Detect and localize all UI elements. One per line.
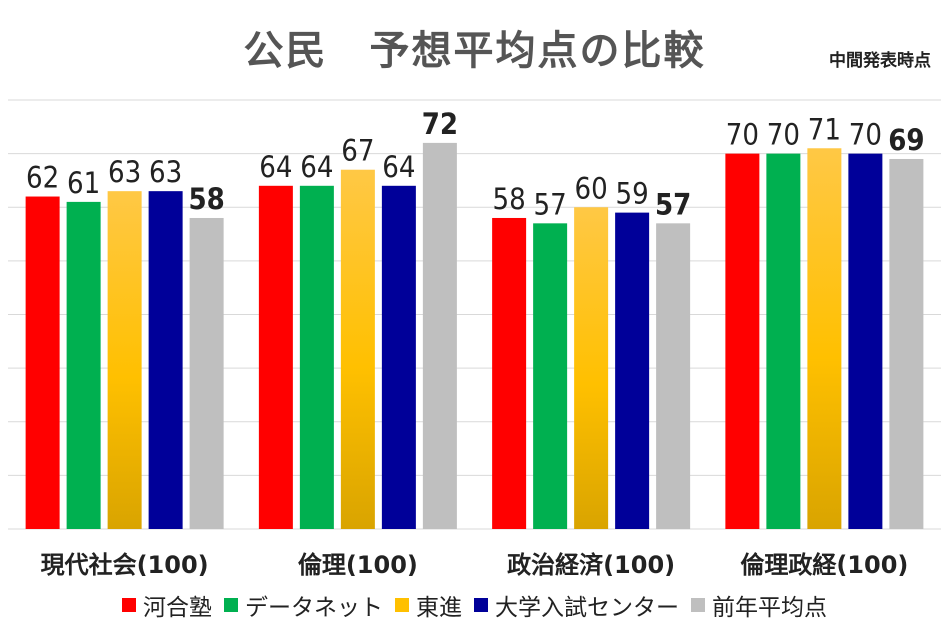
bars (25, 142, 924, 530)
legend-swatch (691, 598, 705, 612)
legend-item: 大学入試センター (474, 588, 679, 622)
legend-item: 東進 (395, 588, 462, 622)
bar (889, 158, 924, 530)
bar (848, 153, 883, 529)
bar (25, 196, 60, 529)
legend-swatch (224, 598, 238, 612)
legend-swatch (474, 598, 488, 612)
bar (381, 185, 416, 530)
gridlines (8, 99, 941, 530)
legend-label: データネット (245, 595, 383, 621)
bar (574, 207, 609, 529)
bar (725, 153, 760, 529)
category-label: 現代社会(100) (41, 551, 209, 579)
data-label: 59 (616, 177, 649, 211)
category-label: 倫理政経(100) (740, 551, 908, 579)
legend-item: データネット (224, 588, 383, 622)
legend: 河合塾 データネット 東進 大学入試センター 前年平均点 (0, 588, 949, 622)
data-label: 67 (341, 134, 374, 168)
chart-subtitle: 中間発表時点 (829, 51, 931, 71)
legend-item: 前年平均点 (691, 588, 827, 622)
bar (533, 223, 568, 529)
category-labels: 現代社会(100) 倫理(100) 政治経済(100) 倫理政経(100) (41, 551, 909, 579)
bar (656, 223, 691, 529)
data-label: 70 (767, 118, 800, 152)
legend-swatch (395, 598, 409, 612)
data-label: 63 (149, 155, 182, 189)
chart-title: 公民 予想平均点の比較 (243, 28, 706, 74)
bar (189, 217, 224, 529)
data-label: 58 (188, 182, 224, 216)
category-label: 倫理(100) (298, 551, 418, 579)
data-label: 57 (534, 187, 567, 221)
bar (492, 217, 527, 529)
data-label: 70 (849, 118, 882, 152)
data-label: 58 (493, 182, 526, 216)
data-label: 64 (300, 150, 333, 184)
legend-item: 河合塾 (122, 588, 212, 622)
data-label: 69 (888, 123, 924, 157)
data-label: 70 (726, 118, 759, 152)
bar (66, 201, 101, 529)
data-label: 61 (67, 166, 100, 200)
bar (299, 185, 334, 530)
legend-label: 大学入試センター (495, 595, 679, 621)
legend-label: 河合塾 (143, 595, 212, 621)
data-label: 62 (26, 161, 59, 195)
data-label: 60 (575, 171, 608, 205)
legend-swatch (122, 598, 136, 612)
legend-label: 前年平均点 (712, 595, 827, 621)
bar (148, 191, 183, 529)
bar (340, 169, 375, 529)
category-label: 政治経済(100) (507, 551, 675, 579)
bar (422, 142, 457, 529)
bar (258, 185, 293, 530)
data-label: 57 (655, 187, 691, 221)
bar (766, 153, 801, 529)
data-label: 63 (108, 155, 141, 189)
data-label: 64 (259, 150, 292, 184)
data-label: 71 (808, 112, 841, 146)
bar (107, 191, 142, 529)
bar (615, 212, 650, 530)
data-label: 72 (422, 107, 458, 141)
legend-label: 東進 (416, 595, 462, 621)
data-label: 64 (382, 150, 415, 184)
bar (807, 148, 842, 529)
